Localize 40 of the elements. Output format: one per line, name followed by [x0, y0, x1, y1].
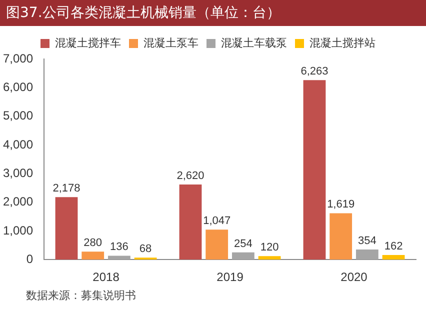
bar	[258, 256, 281, 260]
y-tick-label: 7,000	[3, 51, 34, 66]
data-label: 120	[260, 242, 279, 254]
data-label: 68	[139, 243, 152, 256]
bar	[382, 254, 405, 260]
data-label: 354	[358, 234, 376, 247]
data-label: 254	[234, 238, 252, 250]
source-note: 数据来源：募集说明书	[25, 288, 137, 303]
legend-label: 混凝土泵车	[144, 36, 198, 50]
bar	[55, 197, 78, 260]
data-label: 1,619	[327, 198, 355, 211]
bar	[82, 252, 104, 260]
x-tick-label: 2018	[92, 270, 120, 284]
bar	[232, 252, 254, 260]
bar	[356, 249, 378, 260]
data-label: 280	[84, 237, 102, 250]
data-label: 6,263	[300, 66, 328, 78]
y-tick-label: 1,000	[3, 223, 34, 238]
legend-label: 混凝土搅拌站	[310, 36, 376, 50]
x-tick-label: 2020	[340, 270, 368, 284]
data-label: 2,178	[52, 182, 80, 195]
y-tick-label: 3,000	[3, 166, 34, 180]
legend-label: 混凝土搅拌车	[55, 36, 121, 50]
y-tick-label: 4,000	[3, 137, 34, 152]
legend-label: 混凝土车载泵	[221, 36, 287, 50]
y-tick-label: 5,000	[3, 108, 34, 123]
bar	[303, 80, 326, 260]
bar	[206, 230, 228, 260]
chart-title: 图37.公司各类混凝土机械销量（单位：台）	[0, 0, 426, 26]
data-label: 162	[384, 240, 403, 252]
y-tick-label: 0	[26, 252, 34, 266]
bar	[108, 256, 130, 260]
data-label: 1,047	[203, 215, 231, 228]
x-tick-label: 2019	[216, 270, 244, 284]
data-label: 2,620	[176, 170, 204, 182]
data-label: 136	[110, 241, 128, 254]
bar	[330, 213, 352, 260]
y-tick-label: 2,000	[3, 194, 34, 209]
bar	[179, 184, 202, 260]
y-tick-label: 6,000	[3, 80, 34, 94]
